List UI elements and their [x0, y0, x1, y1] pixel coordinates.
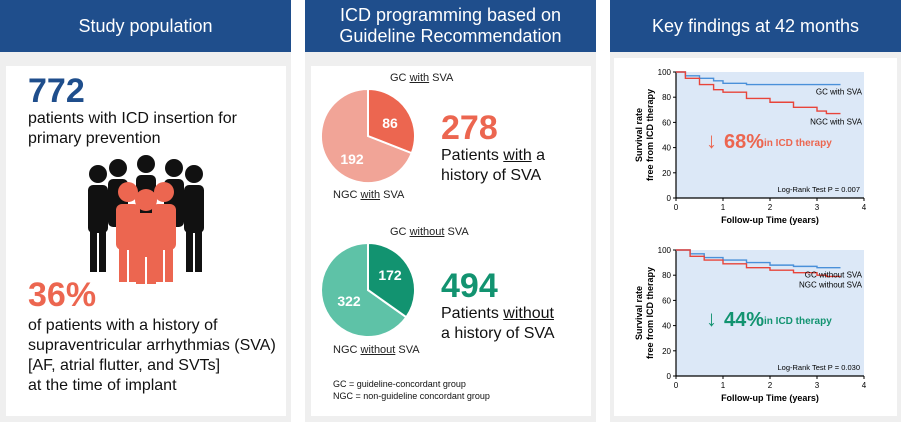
findings-card: 0 20 40 60 80 100 0 1 2 3 4 Follow-up Time (years) S… — [614, 58, 897, 416]
km-chart-without-sva: 0 20 40 60 80 100 0 1 2 3 4 Follow-up Time (years) S… — [634, 246, 867, 403]
y-axis-label: free from ICD therapy — [645, 267, 655, 359]
no-svа-total: 494 — [441, 267, 498, 305]
svа-desc-line: at the time of implant — [28, 377, 177, 394]
pie-label-gc-with-sva: 86 — [382, 115, 398, 131]
x-tick-label: 4 — [862, 203, 867, 212]
study-card: 772 patients with ICD insertion for prim… — [6, 66, 286, 416]
y-tick-label: 80 — [662, 93, 671, 102]
y-axis-label: Survival rate — [634, 286, 644, 340]
y-tick-label: 40 — [662, 322, 671, 331]
no-svа-total-desc: Patients without a history of SVA — [441, 305, 555, 342]
panel-key-findings: Key findings at 42 months 0 20 40 60 80 100 0 1… — [610, 0, 901, 422]
series-label: GC with SVA — [816, 88, 863, 97]
finding-text: in ICD therapy — [764, 316, 832, 327]
km-chart-with-sva: 0 20 40 60 80 100 0 1 2 3 4 Follow-up Time (years) S… — [634, 68, 867, 225]
y-tick-label: 100 — [658, 246, 672, 255]
y-tick-label: 0 — [667, 194, 672, 203]
svа-desc-line: of patients with a history of — [28, 317, 218, 334]
svа-percent: 36% — [28, 276, 97, 314]
svа-total-desc: Patients with a history of SVA — [441, 147, 546, 184]
svа-total: 278 — [441, 109, 498, 147]
km-line — [676, 249, 841, 269]
series-label: NGC without SVA — [799, 280, 863, 289]
y-tick-label: 60 — [662, 118, 671, 127]
x-tick-label: 0 — [674, 203, 679, 212]
km-line — [676, 71, 841, 115]
x-tick-label: 0 — [674, 381, 679, 390]
panel-study-population: Study population 772 patients with ICD i… — [0, 0, 291, 422]
y-tick-label: 20 — [662, 347, 671, 356]
x-tick-label: 4 — [862, 381, 867, 390]
pie2-label-top: GC without SVA — [390, 226, 469, 238]
svа-desc-line: [AF, atrial flutter, and SVTs] — [28, 357, 221, 374]
finding-percent: 68% — [724, 131, 764, 153]
y-tick-label: 80 — [662, 271, 671, 280]
y-tick-label: 40 — [662, 144, 671, 153]
programming-card: GC with SVA 86 192 NGC with SVA 278 Pati… — [311, 66, 591, 416]
finding-percent: 44% — [724, 309, 764, 331]
x-tick-label: 1 — [721, 381, 726, 390]
people-icon — [88, 155, 204, 284]
pie1-label-top: GC with SVA — [390, 72, 454, 84]
logrank-text: Log-Rank Test P = 0.007 — [778, 185, 861, 194]
panel-title: Study population — [0, 0, 291, 52]
y-axis-label: Survival rate — [634, 108, 644, 162]
series-label: NGC with SVA — [810, 118, 863, 127]
pie-slice-gc-with-sva — [367, 87, 416, 155]
pie-slice-gc-without-sva — [367, 241, 416, 319]
panel-icd-programming: ICD programming based on Guideline Recom… — [305, 0, 596, 422]
x-tick-label: 1 — [721, 203, 726, 212]
y-tick-label: 20 — [662, 169, 671, 178]
pie-label-gc-without-sva: 172 — [378, 267, 402, 283]
footnote-gc: GC = guideline-concordant group — [333, 379, 466, 389]
x-tick-label: 3 — [815, 381, 820, 390]
x-tick-label: 2 — [768, 381, 773, 390]
footnote-ngc: NGC = non-guideline concordant group — [333, 391, 490, 401]
pie1-label-bottom: NGC with SVA — [333, 189, 405, 201]
pie-label-ngc-without-sva: 322 — [337, 293, 361, 309]
down-arrow-icon: ↓ — [706, 128, 717, 153]
x-axis-label: Follow-up Time (years) — [721, 393, 819, 403]
pie-slice-ngc-with-sva — [320, 87, 414, 184]
patient-count: 772 — [28, 72, 85, 110]
km-line — [676, 71, 841, 86]
x-tick-label: 2 — [768, 203, 773, 212]
patient-count-desc: patients with ICD insertion for primary … — [28, 110, 237, 147]
plot-area — [676, 72, 864, 198]
pie-label-ngc-with-sva: 192 — [340, 151, 364, 167]
svа-desc: of patients with a history of supraventr… — [28, 316, 286, 396]
finding-text: in ICD therapy — [764, 138, 832, 149]
series-label: GC without SVA — [805, 271, 863, 280]
panel-title: ICD programming based on Guideline Recom… — [305, 0, 596, 52]
km-line — [676, 249, 841, 278]
plot-area — [676, 250, 864, 376]
pie2-label-bottom: NGC without SVA — [333, 344, 420, 356]
pie-chart-with-sva: 86 192 — [320, 87, 416, 184]
pie-chart-without-sva: 172 322 — [320, 241, 416, 338]
y-tick-label: 100 — [658, 68, 672, 77]
panel-title: Key findings at 42 months — [610, 0, 901, 52]
y-tick-label: 60 — [662, 296, 671, 305]
x-tick-label: 3 — [815, 203, 820, 212]
x-axis-label: Follow-up Time (years) — [721, 215, 819, 225]
pie-slice-ngc-without-sva — [320, 241, 408, 338]
logrank-text: Log-Rank Test P = 0.030 — [778, 363, 861, 372]
y-axis-label: free from ICD therapy — [645, 89, 655, 181]
down-arrow-icon: ↓ — [706, 306, 717, 331]
y-tick-label: 0 — [667, 372, 672, 381]
svа-desc-line: supraventricular arrhythmias (SVA) — [28, 337, 276, 354]
